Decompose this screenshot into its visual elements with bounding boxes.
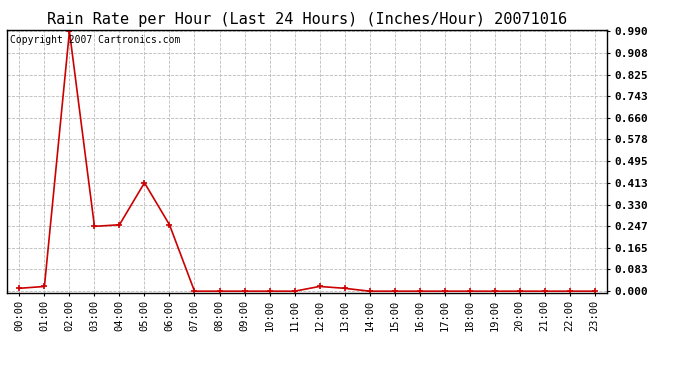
- Text: Copyright 2007 Cartronics.com: Copyright 2007 Cartronics.com: [10, 35, 180, 45]
- Title: Rain Rate per Hour (Last 24 Hours) (Inches/Hour) 20071016: Rain Rate per Hour (Last 24 Hours) (Inch…: [47, 12, 567, 27]
